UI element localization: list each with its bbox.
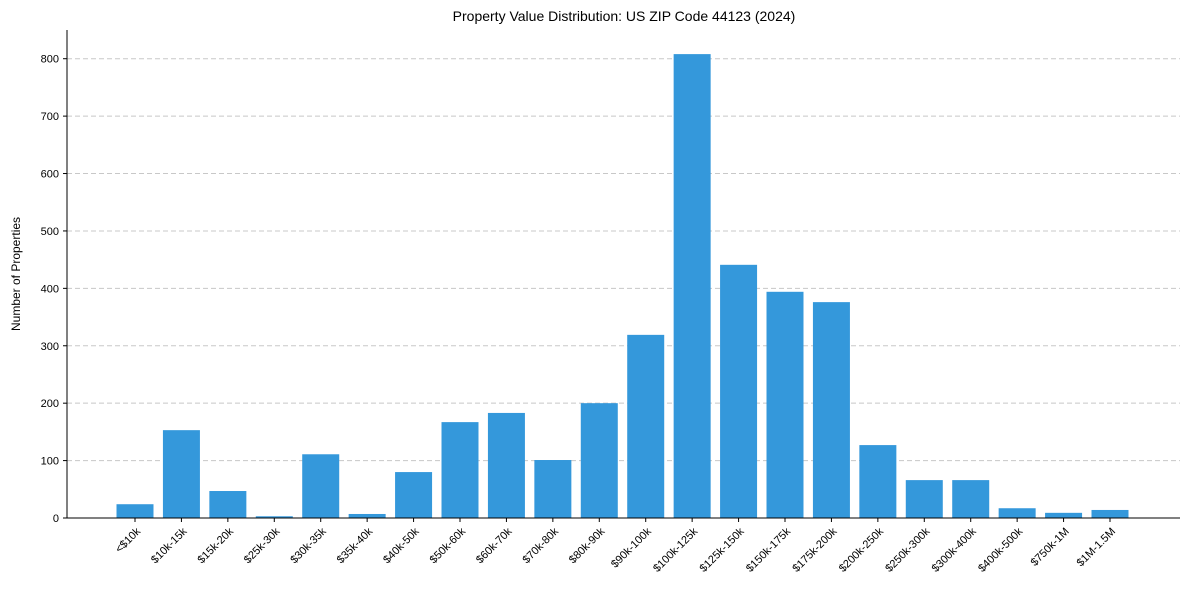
bar: [302, 454, 340, 518]
bar: [348, 513, 386, 518]
x-tick-label: $60k-70k: [474, 525, 515, 566]
y-tick-label: 600: [41, 169, 59, 181]
bar: [580, 403, 618, 518]
bar: [998, 508, 1036, 518]
y-tick-label: 800: [41, 54, 59, 66]
bar: [162, 430, 200, 518]
y-tick-label: 500: [41, 226, 59, 238]
x-tick-label: $400k-500k: [976, 525, 1025, 574]
x-tick-label: $150k-175k: [744, 525, 793, 574]
y-tick-label: 300: [41, 341, 59, 353]
bar: [395, 472, 433, 518]
chart-title: Property Value Distribution: US ZIP Code…: [453, 8, 796, 24]
x-tick-label: <$10k: [113, 525, 143, 555]
bar: [720, 264, 758, 518]
x-tick-label: $40k-50k: [381, 525, 422, 566]
bar: [116, 504, 154, 518]
x-tick-label: $10k-15k: [149, 525, 190, 566]
y-tick-label: 100: [41, 456, 59, 468]
x-tick-label: $175k-200k: [790, 525, 839, 574]
bar: [534, 460, 572, 518]
x-tick-label: $35k-40k: [335, 525, 376, 566]
x-tick-label: $200k-250k: [837, 525, 886, 574]
bar: [1045, 512, 1083, 518]
x-tick-label: $250k-300k: [883, 525, 932, 574]
bar: [905, 480, 943, 518]
y-tick-label: 400: [41, 283, 59, 295]
bar: [859, 445, 897, 518]
x-tick-label: $1M-1.5M: [1075, 526, 1119, 570]
bar: [766, 291, 804, 518]
bar: [812, 302, 850, 518]
bar: [487, 412, 525, 518]
bar: [209, 491, 247, 518]
x-tick-label: $80k-90k: [567, 525, 608, 566]
bar: [673, 54, 711, 518]
x-tick-label: $30k-35k: [288, 525, 329, 566]
x-tick-label: $70k-80k: [520, 525, 561, 566]
x-tick-label: $750k-1M: [1029, 526, 1072, 569]
y-tick-label: 200: [41, 398, 59, 410]
x-tick-label: $100k-125k: [651, 525, 700, 574]
x-tick-label: $90k-100k: [609, 525, 654, 570]
y-tick-label: 0: [53, 513, 59, 525]
bar: [1091, 509, 1129, 518]
x-tick-label: $15k-20k: [195, 525, 236, 566]
x-tick-label: $300k-400k: [930, 525, 979, 574]
bar: [441, 422, 479, 518]
bar: [952, 480, 990, 518]
x-tick-label: $125k-150k: [698, 525, 747, 574]
x-tick-label: $25k-30k: [242, 525, 283, 566]
bar: [255, 516, 293, 518]
y-axis-label: Number of Properties: [9, 217, 23, 331]
y-tick-label: 700: [41, 111, 59, 123]
x-tick-label: $50k-60k: [428, 525, 469, 566]
bar: [627, 334, 665, 518]
